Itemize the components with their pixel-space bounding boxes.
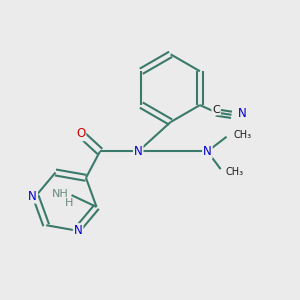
Text: CH₃: CH₃ bbox=[234, 130, 252, 140]
Text: N: N bbox=[134, 145, 142, 158]
Text: N: N bbox=[28, 190, 37, 203]
Text: N: N bbox=[203, 145, 212, 158]
Text: O: O bbox=[76, 127, 86, 140]
Text: NH: NH bbox=[52, 189, 69, 199]
Text: C: C bbox=[212, 104, 220, 115]
Text: N: N bbox=[238, 107, 247, 120]
Text: H: H bbox=[65, 198, 73, 208]
Text: N: N bbox=[74, 224, 82, 237]
Text: CH₃: CH₃ bbox=[225, 167, 243, 177]
